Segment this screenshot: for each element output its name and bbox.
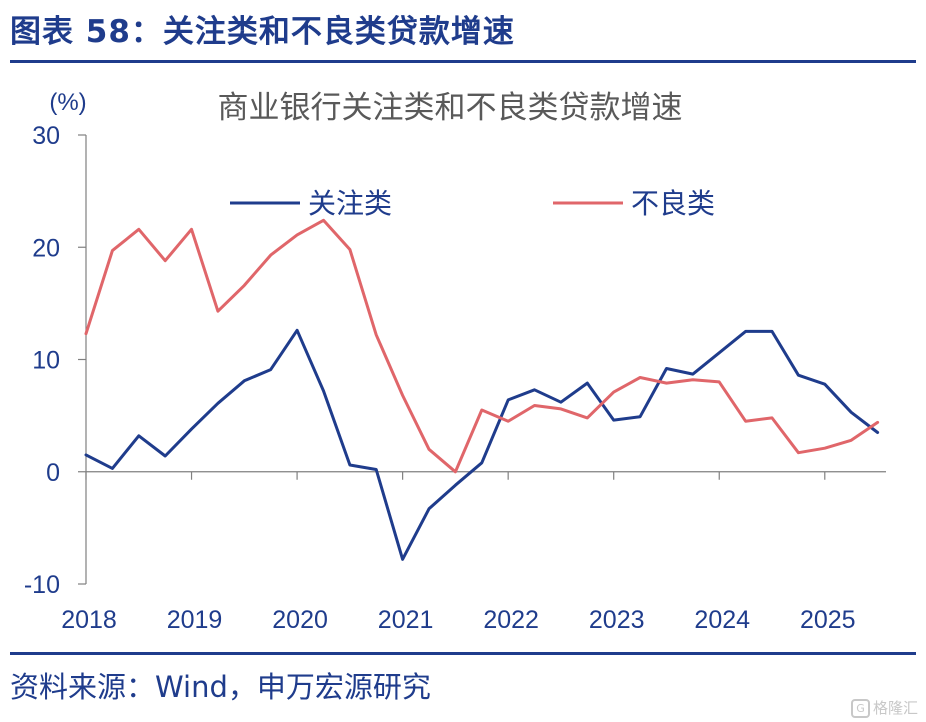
legend-label: 关注类 [308, 187, 392, 220]
y-tick-label: -10 [24, 571, 60, 599]
y-tick-label: 10 [32, 347, 60, 375]
line-chart: 商业银行关注类和不良类贷款增速 (%) -10 0 10 20 30 2018 2019 2020… [24, 89, 886, 634]
y-tick-label: 20 [32, 234, 60, 262]
watermark-logo-icon: G [850, 699, 870, 718]
series-line-attention [84, 328, 880, 561]
x-tick-label: 2020 [272, 606, 328, 634]
y-tick-label: 0 [46, 459, 60, 487]
x-tick-label: 2022 [483, 606, 539, 634]
x-tick-label: 2018 [61, 606, 117, 634]
footer-rule [10, 652, 916, 655]
x-tick-label: 2021 [378, 606, 434, 634]
x-tick-label: 2019 [167, 606, 223, 634]
watermark: G 格隆汇 [850, 697, 918, 718]
series-line-npl [84, 218, 880, 474]
chart-title: 商业银行关注类和不良类贷款增速 [218, 90, 683, 126]
y-tick-label: 30 [32, 122, 60, 150]
y-axis-unit-label: (%) [49, 89, 86, 116]
watermark-text: 格隆汇 [872, 699, 918, 717]
x-tick-label: 2023 [589, 606, 645, 634]
x-tick-label: 2024 [694, 606, 750, 634]
source-note: 资料来源：Wind，申万宏源研究 [10, 670, 431, 704]
legend-label: 不良类 [631, 187, 715, 220]
x-tick-label: 2025 [800, 606, 856, 634]
figure-title: 图表 58：关注类和不良类贷款增速 [10, 14, 515, 50]
title-rule [10, 60, 916, 63]
